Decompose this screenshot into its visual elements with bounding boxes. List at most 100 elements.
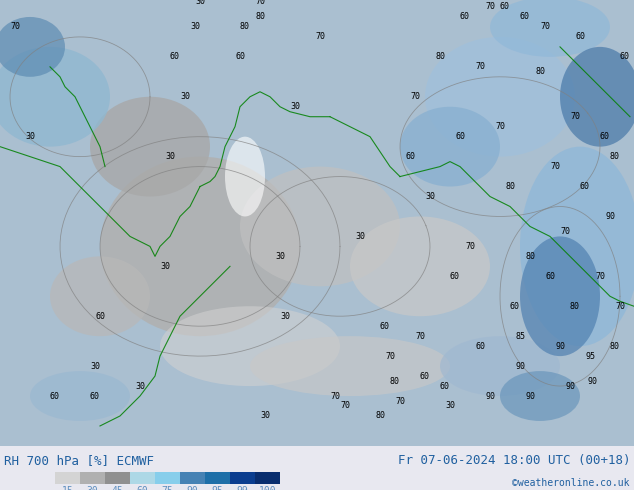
Text: 70: 70 [465,242,475,251]
Text: 70: 70 [315,32,325,42]
Text: ©weatheronline.co.uk: ©weatheronline.co.uk [512,478,630,488]
Text: 60: 60 [500,2,510,11]
Text: 80: 80 [535,67,545,76]
Text: 30: 30 [160,262,170,271]
Ellipse shape [490,0,610,57]
Text: 70: 70 [10,23,20,31]
Text: 80: 80 [610,152,620,161]
Text: 60: 60 [520,12,530,22]
Text: 30: 30 [355,232,365,241]
Text: 30: 30 [290,102,300,111]
Text: Fr 07-06-2024 18:00 UTC (00+18): Fr 07-06-2024 18:00 UTC (00+18) [398,454,630,467]
Ellipse shape [0,47,110,147]
Text: 90: 90 [555,342,565,351]
Text: 100: 100 [259,486,276,490]
Text: 70: 70 [595,272,605,281]
Text: 60: 60 [455,132,465,141]
Ellipse shape [520,147,634,346]
Text: 30: 30 [275,252,285,261]
Text: 60: 60 [136,486,148,490]
Text: 30: 30 [165,152,175,161]
Text: 60: 60 [580,182,590,191]
Ellipse shape [50,256,150,336]
Text: 70: 70 [255,0,265,6]
Text: 95: 95 [585,352,595,361]
Text: 75: 75 [162,486,173,490]
Ellipse shape [500,371,580,421]
Text: 30: 30 [87,486,98,490]
Text: 60: 60 [235,52,245,61]
Text: 80: 80 [525,252,535,261]
Text: 90: 90 [525,392,535,400]
Text: 80: 80 [435,52,445,61]
Ellipse shape [30,371,130,421]
Text: 70: 70 [560,227,570,236]
Text: 60: 60 [545,272,555,281]
Text: 60: 60 [440,382,450,391]
Bar [155,472,180,484]
Text: 80: 80 [375,412,385,420]
Text: 90: 90 [605,212,615,221]
Text: 15: 15 [61,486,74,490]
Text: 60: 60 [380,322,390,331]
Bar [205,472,230,484]
Bar [80,472,105,484]
Ellipse shape [520,236,600,356]
Text: 60: 60 [405,152,415,161]
Text: 30: 30 [445,401,455,411]
Text: 70: 70 [485,2,495,11]
Ellipse shape [400,107,500,187]
Text: 60: 60 [620,52,630,61]
Bar [130,472,155,484]
Text: 70: 70 [540,23,550,31]
Text: 60: 60 [600,132,610,141]
Bar [55,472,80,484]
Ellipse shape [560,47,634,147]
Bar [180,472,205,484]
Text: 70: 70 [615,302,625,311]
Text: 60: 60 [90,392,100,400]
Text: 45: 45 [112,486,124,490]
Text: 70: 70 [395,396,405,406]
Text: 90: 90 [485,392,495,400]
Text: 95: 95 [212,486,223,490]
Text: 60: 60 [475,342,485,351]
Text: RH 700 hPa [%] ECMWF: RH 700 hPa [%] ECMWF [4,454,154,467]
Text: 80: 80 [255,12,265,22]
Ellipse shape [160,306,340,386]
Text: 70: 70 [415,332,425,341]
Text: 30: 30 [90,362,100,370]
Text: 60: 60 [450,272,460,281]
Text: 60: 60 [420,371,430,381]
Text: 70: 70 [340,401,350,411]
Text: 60: 60 [50,392,60,400]
Text: 85: 85 [515,332,525,341]
Bar [105,472,130,484]
Text: 30: 30 [195,0,205,6]
Text: 80: 80 [390,376,400,386]
Text: 30: 30 [425,192,435,201]
Text: 30: 30 [260,412,270,420]
Text: 60: 60 [575,32,585,42]
Text: 80: 80 [505,182,515,191]
Text: 70: 70 [330,392,340,400]
Ellipse shape [240,167,400,286]
Text: 60: 60 [460,12,470,22]
Ellipse shape [250,336,450,396]
Text: 70: 70 [570,112,580,121]
Text: 90: 90 [515,362,525,370]
Text: 30: 30 [190,23,200,31]
Ellipse shape [90,97,210,196]
Text: 60: 60 [170,52,180,61]
Text: 30: 30 [280,312,290,321]
Text: 70: 70 [475,62,485,72]
Text: 99: 99 [236,486,249,490]
Ellipse shape [225,137,265,217]
Text: 70: 70 [550,162,560,171]
Text: 90: 90 [186,486,198,490]
Ellipse shape [0,17,65,77]
Text: 90: 90 [587,376,597,386]
Ellipse shape [100,157,300,336]
Text: 80: 80 [240,23,250,31]
Ellipse shape [425,37,575,157]
